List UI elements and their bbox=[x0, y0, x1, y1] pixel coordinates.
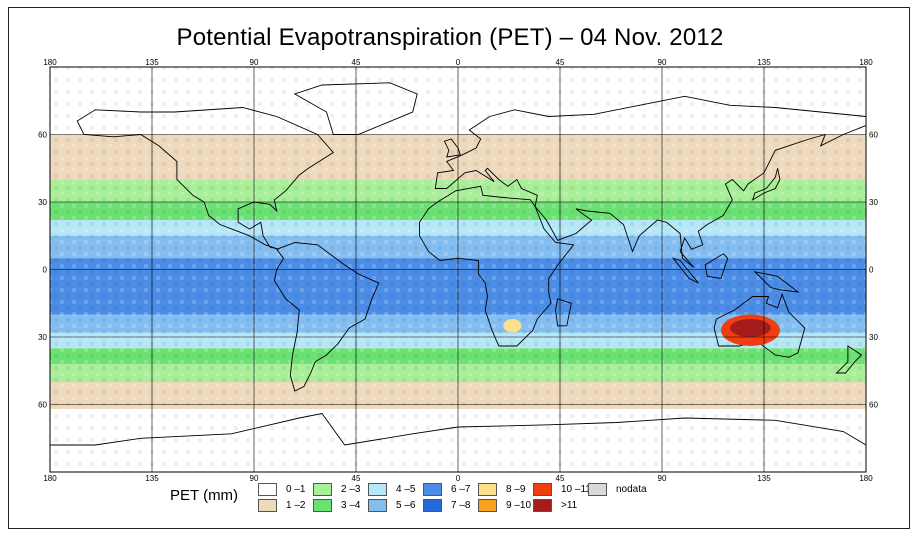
lon-tick-top-8: 180 bbox=[859, 58, 873, 67]
legend-swatch bbox=[533, 499, 552, 512]
legend-label: 5 –6 bbox=[396, 500, 416, 511]
legend-swatch bbox=[258, 483, 277, 496]
legend-swatch bbox=[258, 499, 277, 512]
legend-swatch bbox=[313, 499, 332, 512]
legend-label: 2 –3 bbox=[341, 484, 361, 495]
legend-swatch bbox=[423, 483, 442, 496]
lon-tick-top-0: 180 bbox=[43, 58, 57, 67]
lon-tick-bottom-2: 90 bbox=[250, 474, 259, 483]
coast-antarctica bbox=[50, 413, 866, 446]
legend-label: 9 –10 bbox=[506, 500, 532, 511]
legend-label: 7 –8 bbox=[451, 500, 471, 511]
lat-tick-left-2: 0 bbox=[43, 266, 48, 275]
map-title: Potential Evapotranspiration (PET) – 04 … bbox=[176, 24, 724, 51]
lon-tick-bottom-4: 0 bbox=[456, 474, 461, 483]
legend-title: PET (mm) bbox=[170, 487, 239, 504]
lon-tick-top-1: 135 bbox=[145, 58, 159, 67]
legend-swatch bbox=[368, 499, 387, 512]
legend-label: 3 –4 bbox=[341, 500, 361, 511]
coast-new-zealand bbox=[835, 345, 863, 374]
lon-tick-bottom-3: 45 bbox=[352, 474, 361, 483]
coast-sumatra bbox=[672, 257, 699, 284]
legend-label: 4 –5 bbox=[396, 484, 416, 495]
lon-tick-bottom-8: 180 bbox=[859, 474, 873, 483]
coast-japan bbox=[751, 168, 781, 201]
legend-label: 8 –9 bbox=[506, 484, 526, 495]
coast-new-guinea bbox=[753, 271, 800, 293]
legend-swatch bbox=[368, 483, 387, 496]
coast-uk bbox=[443, 138, 461, 158]
legend-swatch bbox=[313, 483, 332, 496]
hotspot-2 bbox=[503, 319, 522, 333]
coast-australia bbox=[713, 292, 806, 358]
lon-tick-bottom-1: 135 bbox=[145, 474, 159, 483]
lat-tick-right-4: 60 bbox=[869, 131, 878, 140]
figure-frame bbox=[8, 7, 910, 529]
lon-tick-bottom-0: 180 bbox=[43, 474, 57, 483]
axis-tick-labels: 180 180 135 135 90 90 45 45 0 0 45 45 90 90 135 135 180 1… bbox=[38, 58, 878, 483]
legend-swatch bbox=[533, 483, 552, 496]
legend-label: 10 –11 bbox=[561, 484, 591, 495]
legend-label: >11 bbox=[561, 500, 578, 511]
lon-tick-bottom-6: 90 bbox=[658, 474, 667, 483]
legend-label: 6 –7 bbox=[451, 484, 471, 495]
lon-tick-top-5: 45 bbox=[556, 58, 565, 67]
lon-tick-top-7: 135 bbox=[757, 58, 771, 67]
coast-borneo bbox=[704, 253, 729, 280]
coast-greenland bbox=[293, 82, 418, 135]
lon-tick-top-4: 0 bbox=[456, 58, 461, 67]
lon-tick-bottom-7: 135 bbox=[757, 474, 771, 483]
lon-tick-top-2: 90 bbox=[250, 58, 259, 67]
legend-swatch bbox=[478, 483, 497, 496]
lat-tick-right-1: 30 bbox=[869, 333, 878, 342]
coast-north-america bbox=[76, 107, 334, 250]
legend-swatch bbox=[478, 499, 497, 512]
coast-africa bbox=[419, 185, 575, 347]
lon-tick-bottom-5: 45 bbox=[556, 474, 565, 483]
map-border bbox=[49, 66, 867, 473]
legend-label: 1 –2 bbox=[286, 500, 306, 511]
legend-swatch bbox=[588, 483, 607, 496]
legend-label: nodata bbox=[616, 484, 647, 495]
lat-tick-left-0: 60 bbox=[38, 401, 47, 410]
hotspot-1 bbox=[730, 319, 771, 337]
lat-tick-right-2: 0 bbox=[869, 266, 874, 275]
lon-tick-top-3: 45 bbox=[352, 58, 361, 67]
lat-tick-left-3: 30 bbox=[38, 198, 47, 207]
lat-tick-left-1: 30 bbox=[38, 333, 47, 342]
lat-tick-right-0: 60 bbox=[869, 401, 878, 410]
coast-europe-asia bbox=[434, 95, 866, 268]
legend-label: 0 –1 bbox=[286, 484, 306, 495]
legend-swatch bbox=[423, 499, 442, 512]
lon-tick-top-6: 90 bbox=[658, 58, 667, 67]
coast-madagascar bbox=[555, 298, 572, 327]
graticule bbox=[49, 67, 867, 472]
lat-tick-left-4: 60 bbox=[38, 131, 47, 140]
pet-hotspots bbox=[503, 314, 780, 346]
lat-tick-right-3: 30 bbox=[869, 198, 878, 207]
